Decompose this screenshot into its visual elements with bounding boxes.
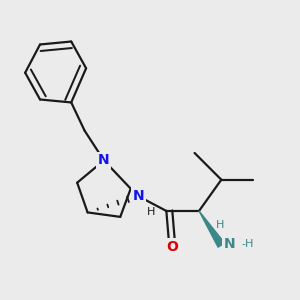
Text: N: N [224,237,235,250]
Text: H: H [216,220,224,230]
Text: N: N [98,153,110,167]
Text: N: N [132,189,144,203]
Text: O: O [166,240,178,254]
Text: H: H [146,206,155,217]
Text: -H: -H [242,238,254,249]
Polygon shape [199,211,225,247]
